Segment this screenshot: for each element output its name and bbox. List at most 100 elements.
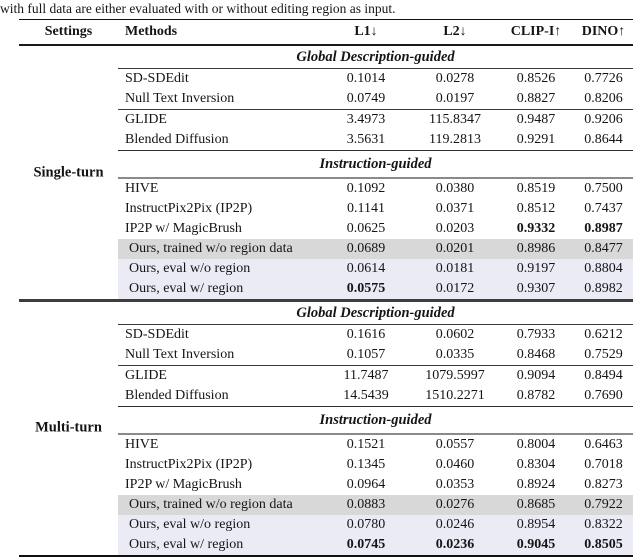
method-cell: Ours, trained w/o region data [118,239,320,259]
l2-cell: 0.0557 [435,436,475,452]
method-cell: Ours, eval w/o region [118,514,320,535]
results-table: Settings Methods L1↓ L2↓ CLIP-I↑ DINO↑ S… [19,19,633,558]
l1-cell: 0.0689 [320,239,412,259]
clip-i-cell: 0.8782 [516,387,556,403]
dino-cell: 0.7690 [584,387,623,403]
clip-i-cell: 0.8519 [516,181,556,196]
col-header-dino: DINO↑ [581,24,626,39]
dino-cell: 0.6463 [584,436,623,452]
method-cell: GLIDE [125,112,167,127]
method-cell: GLIDE [125,367,167,383]
l1-cell: 0.0964 [346,476,386,492]
l1-cell: 0.0745 [320,534,412,555]
l2-cell: 0.0236 [412,534,498,555]
l2-cell: 0.0602 [435,326,475,342]
l2-cell: 1510.2271 [425,387,485,403]
clip-i-cell: 0.7933 [516,326,556,342]
group-divider-rule [118,109,633,110]
setting-label-single-turn: Single-turn [33,164,104,180]
dino-cell: 0.7500 [584,181,623,196]
table-row-ours-trained-wo-region: Ours, trained w/o region data 0.0883 0.0… [19,494,633,515]
l2-cell: 0.0246 [412,514,498,535]
subheader-global-description-guided: Global Description-guided [118,46,633,69]
table-header-row: Settings Methods L1↓ L2↓ CLIP-I↑ DINO↑ [19,20,633,46]
l2-cell: 0.0380 [435,181,475,196]
table-row-ours-eval-w-region: Ours, eval w/ region 0.0745 0.0236 0.904… [19,534,633,555]
l1-cell: 0.0883 [320,494,412,515]
col-header-clip-i: CLIP-I↑ [510,24,562,39]
table-row: GLIDE 3.4973 115.8347 0.9487 0.9206 [19,110,633,130]
clip-i-cell: 0.8986 [498,239,574,259]
clip-i-cell: 0.9045 [498,534,574,555]
dino-cell: 0.8982 [574,279,633,299]
dino-cell: 0.9206 [584,112,623,127]
section-single-turn: Single-turn Global Description-guided SD… [19,46,633,299]
table-row: Blended Diffusion 14.5439 1510.2271 0.87… [19,386,633,406]
l2-cell: 0.0371 [435,201,475,216]
method-cell: SD-SDEdit [125,71,189,86]
dino-cell: 0.6212 [584,326,623,342]
l1-cell: 0.1092 [346,181,386,196]
table-row: HIVE 0.1521 0.0557 0.8004 0.6463 [19,435,633,455]
l1-cell: 3.5631 [346,132,386,147]
method-cell: InstructPix2Pix (IP2P) [125,456,253,472]
method-cell: Ours, eval w/ region [118,534,320,555]
l1-cell: 0.0614 [320,259,412,279]
dino-cell: 0.7922 [574,494,633,515]
l1-cell: 0.1616 [346,326,386,342]
method-cell: Null Text Inversion [125,91,235,106]
l1-cell: 0.0625 [346,221,386,236]
l1-cell: 3.4973 [346,112,386,127]
dino-cell: 0.8505 [574,534,633,555]
col-header-methods: Methods [125,24,178,39]
col-header-settings: Settings [44,24,93,39]
table-row-ours-eval-wo-region: Ours, eval w/o region 0.0780 0.0246 0.89… [19,514,633,535]
clip-i-cell: 0.8512 [516,201,556,216]
l1-cell: 0.1521 [346,436,386,452]
table-row: IP2P w/ MagicBrush 0.0964 0.0353 0.8924 … [19,475,633,495]
group-divider-rule [118,364,633,366]
l2-cell: 0.0172 [412,279,498,299]
table-caption-fragment: with full data are either evaluated with… [0,1,396,16]
clip-i-cell: 0.9094 [516,367,556,383]
dino-cell: 0.7529 [584,346,623,362]
clip-i-cell: 0.9487 [516,112,556,127]
clip-i-cell: 0.9291 [516,132,556,147]
method-cell: Null Text Inversion [125,346,235,362]
l2-cell: 0.0353 [435,476,475,492]
l2-cell: 0.0278 [435,71,475,86]
table-row-ours-trained-wo-region: Ours, trained w/o region data 0.0689 0.0… [19,239,633,259]
dino-cell: 0.8273 [584,476,623,492]
table-row: SD-SDEdit 0.1616 0.0602 0.7933 0.6212 [19,325,633,345]
method-cell: InstructPix2Pix (IP2P) [125,201,253,216]
method-cell: HIVE [125,181,159,196]
method-cell: HIVE [125,436,159,452]
l1-cell: 0.0749 [346,91,386,106]
l2-cell: 1079.5997 [425,367,485,383]
l2-cell: 0.0181 [412,259,498,279]
subheader-global-description-guided: Global Description-guided [118,302,633,325]
subheader-instruction-guided: Instruction-guided [118,150,633,179]
l2-cell: 119.2813 [429,132,481,147]
dino-cell: 0.7726 [584,71,623,86]
table-row: Blended Diffusion 3.5631 119.2813 0.9291… [19,130,633,150]
clip-i-cell: 0.9307 [498,279,574,299]
l1-cell: 0.1141 [347,201,385,216]
clip-i-cell: 0.8827 [516,91,556,106]
table-bottom-rule [19,554,633,558]
table-row: Null Text Inversion 0.0749 0.0197 0.8827… [19,89,633,109]
clip-i-cell: 0.9332 [516,221,556,236]
l2-cell: 0.0201 [412,239,498,259]
method-cell: Blended Diffusion [125,132,229,147]
l1-cell: 0.0780 [320,514,412,535]
method-cell: Ours, eval w/o region [118,259,320,279]
table-row: IP2P w/ MagicBrush 0.0625 0.0203 0.9332 … [19,219,633,239]
clip-i-cell: 0.8685 [498,494,574,515]
method-cell: IP2P w/ MagicBrush [125,476,242,492]
l1-cell: 0.0575 [320,279,412,299]
l2-cell: 0.0197 [435,91,475,106]
l1-cell: 11.7487 [343,367,389,383]
method-cell: SD-SDEdit [125,326,189,342]
table-row-ours-eval-wo-region: Ours, eval w/o region 0.0614 0.0181 0.91… [19,259,633,279]
